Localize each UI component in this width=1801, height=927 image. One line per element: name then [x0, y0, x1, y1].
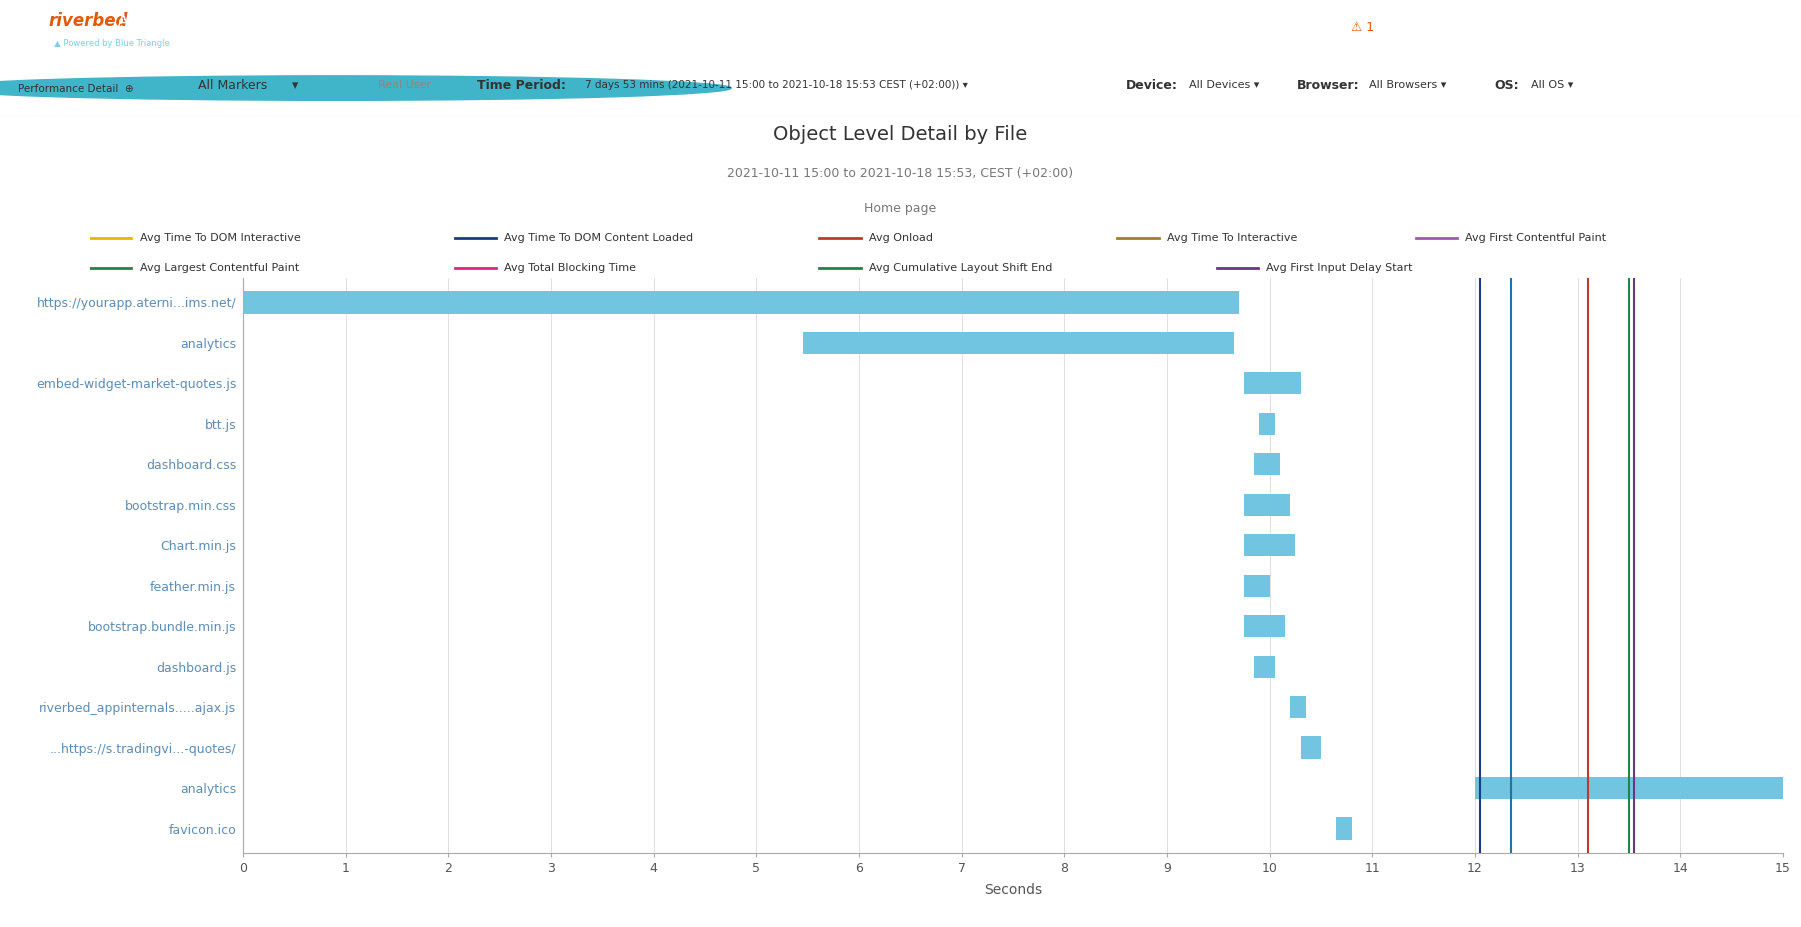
Text: riverbed: riverbed	[49, 12, 128, 30]
Text: Avg Time To Interactive: Avg Time To Interactive	[1167, 233, 1297, 243]
Text: ≡: ≡	[22, 12, 38, 31]
Text: Avg First Input Delay Start: Avg First Input Delay Start	[1266, 262, 1414, 273]
Text: Home page: Home page	[864, 202, 937, 215]
Text: OS:: OS:	[1495, 79, 1520, 92]
Text: Device:: Device:	[1126, 79, 1178, 92]
Text: Demo eCommerce Global  ▾: Demo eCommerce Global ▾	[297, 20, 472, 33]
Bar	[1259, 413, 1275, 435]
Text: Real User Monitoring / Real User Aggregate Waterfall: Real User Monitoring / Real User Aggrega…	[630, 20, 964, 33]
Bar	[1475, 777, 1783, 799]
Bar	[1244, 575, 1270, 597]
Bar	[1300, 736, 1320, 758]
Text: Avg Onload: Avg Onload	[868, 233, 933, 243]
Text: Avg Total Blocking Time: Avg Total Blocking Time	[504, 262, 636, 273]
Text: 2021-10-11 15:00 to 2021-10-18 15:53, CEST (+02:00): 2021-10-11 15:00 to 2021-10-18 15:53, CE…	[728, 167, 1073, 180]
Text: All Markers: All Markers	[198, 79, 267, 92]
Text: menu: menu	[23, 39, 47, 48]
Bar	[1244, 534, 1295, 556]
X-axis label: Seconds: Seconds	[983, 883, 1043, 897]
Text: Real User: Real User	[378, 81, 430, 90]
Text: Avg Cumulative Layout Shift End: Avg Cumulative Layout Shift End	[868, 262, 1052, 273]
Text: ▲ Powered by Blue Triangle: ▲ Powered by Blue Triangle	[49, 39, 169, 48]
Bar	[243, 291, 1239, 313]
Text: Performance Detail  ⊕: Performance Detail ⊕	[18, 84, 133, 94]
Text: ?: ?	[1752, 20, 1760, 34]
Text: Avg Time To DOM Interactive: Avg Time To DOM Interactive	[140, 233, 301, 243]
Bar	[1290, 696, 1306, 718]
Bar	[1336, 818, 1353, 840]
Text: Browser:: Browser:	[1297, 79, 1360, 92]
Text: 7 days 53 mins (2021-10-11 15:00 to 2021-10-18 15:53 CEST (+02:00)) ▾: 7 days 53 mins (2021-10-11 15:00 to 2021…	[585, 81, 969, 90]
Text: Avg First Contentful Paint: Avg First Contentful Paint	[1466, 233, 1606, 243]
Text: Aternity: Aternity	[113, 14, 178, 29]
Bar	[1244, 493, 1290, 516]
Text: Avg Largest Contentful Paint: Avg Largest Contentful Paint	[140, 262, 299, 273]
Text: Object Level Detail by File: Object Level Detail by File	[773, 125, 1028, 144]
Text: ⛉: ⛉	[1581, 20, 1588, 34]
Text: All Devices ▾: All Devices ▾	[1189, 81, 1259, 90]
Text: ▾: ▾	[288, 79, 299, 92]
Text: ⚠ 1: ⚠ 1	[1351, 20, 1374, 33]
Text: All Browsers ▾: All Browsers ▾	[1369, 81, 1446, 90]
Text: Avg Time To DOM Content Loaded: Avg Time To DOM Content Loaded	[504, 233, 693, 243]
Text: All OS ▾: All OS ▾	[1531, 81, 1574, 90]
Bar	[803, 332, 1234, 354]
Bar	[1253, 453, 1281, 476]
Text: ⛶: ⛶	[1626, 20, 1634, 34]
Bar	[1253, 655, 1275, 678]
Circle shape	[0, 76, 731, 100]
Bar	[1244, 615, 1286, 638]
Text: ◑: ◑	[1670, 20, 1680, 34]
Text: Time Period:: Time Period:	[477, 79, 566, 92]
Text: ⊞: ⊞	[1715, 20, 1725, 34]
Bar	[1244, 373, 1300, 395]
